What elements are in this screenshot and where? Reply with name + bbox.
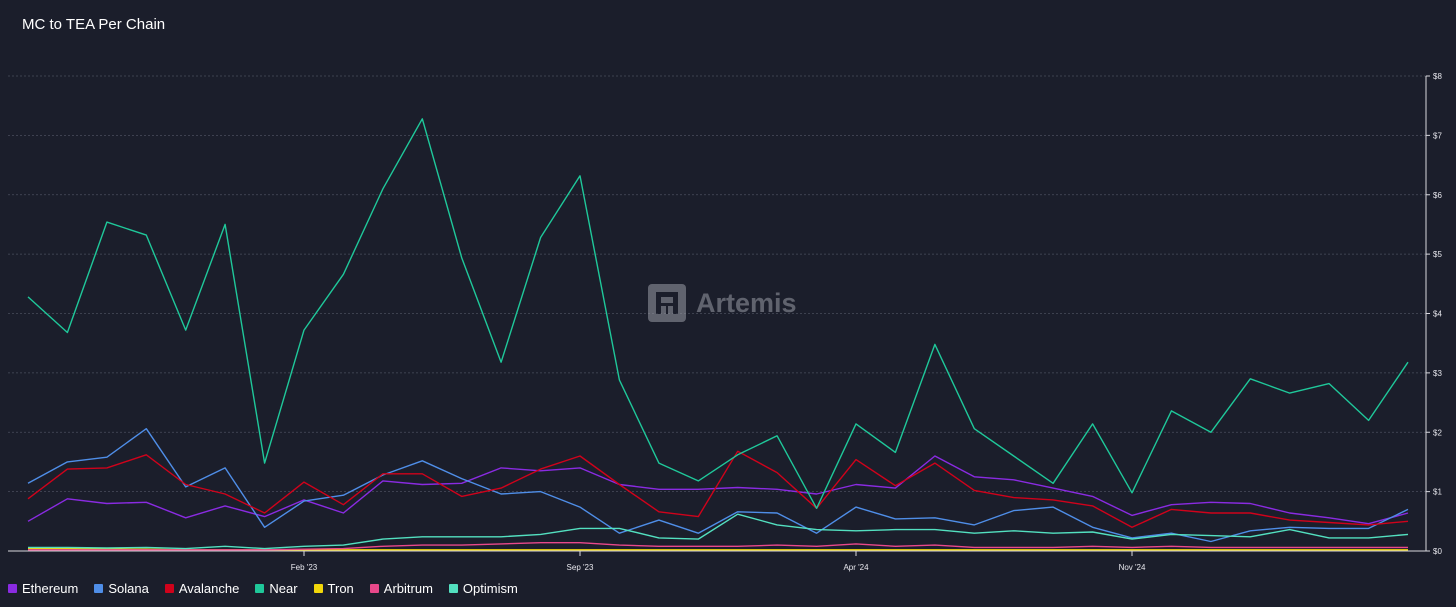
legend-item-avalanche[interactable]: Avalanche xyxy=(164,581,240,596)
legend-label: Arbitrum xyxy=(383,581,433,596)
legend-swatch xyxy=(164,584,174,593)
series-line-near xyxy=(27,118,1409,509)
x-tick-label: Sep '23 xyxy=(567,563,594,572)
legend-item-near[interactable]: Near xyxy=(255,581,298,596)
legend-label: Ethereum xyxy=(22,581,79,596)
series-line-avalanche xyxy=(27,450,1409,528)
y-tick-label: $5 xyxy=(1433,250,1442,259)
y-tick-label: $1 xyxy=(1433,488,1442,497)
series-line-ethereum xyxy=(27,455,1409,525)
legend-item-optimism[interactable]: Optimism xyxy=(448,581,518,596)
x-tick-label: Apr '24 xyxy=(843,563,869,572)
legend-label: Tron xyxy=(327,581,354,596)
watermark-text: Artemis xyxy=(696,287,797,318)
y-tick-label: $7 xyxy=(1433,131,1442,140)
y-tick-label: $6 xyxy=(1433,191,1442,200)
chart-legend: Ethereum Solana Avalanche Near Tron Arbitrum O… xyxy=(8,581,518,596)
x-tick-label: Feb '23 xyxy=(291,563,318,572)
legend-item-tron[interactable]: Tron xyxy=(313,581,354,596)
series-line-optimism xyxy=(28,513,1409,550)
x-tick-label: Nov '24 xyxy=(1119,563,1146,572)
y-tick-label: $4 xyxy=(1433,310,1442,319)
legend-label: Near xyxy=(269,581,298,596)
legend-swatch xyxy=(369,584,379,593)
legend-item-solana[interactable]: Solana xyxy=(94,581,149,596)
y-tick-label: $3 xyxy=(1433,369,1442,378)
artemis-watermark: Artemis xyxy=(648,284,797,322)
chart-title: MC to TEA Per Chain xyxy=(22,16,166,33)
legend-swatch xyxy=(313,584,323,593)
artemis-logo-icon xyxy=(648,284,686,322)
legend-swatch xyxy=(94,584,104,593)
legend-item-arbitrum[interactable]: Arbitrum xyxy=(369,581,433,596)
y-tick-label: $2 xyxy=(1433,428,1442,437)
y-tick-label: $0 xyxy=(1433,547,1442,556)
legend-label: Solana xyxy=(108,581,149,596)
y-tick-label: $8 xyxy=(1433,72,1442,81)
series-line-arbitrum xyxy=(28,542,1408,551)
legend-item-ethereum[interactable]: Ethereum xyxy=(8,581,78,596)
legend-swatch xyxy=(8,584,17,593)
legend-swatch xyxy=(448,584,458,593)
legend-label: Avalanche xyxy=(178,581,240,596)
legend-swatch xyxy=(255,584,265,593)
legend-label: Optimism xyxy=(462,581,518,596)
